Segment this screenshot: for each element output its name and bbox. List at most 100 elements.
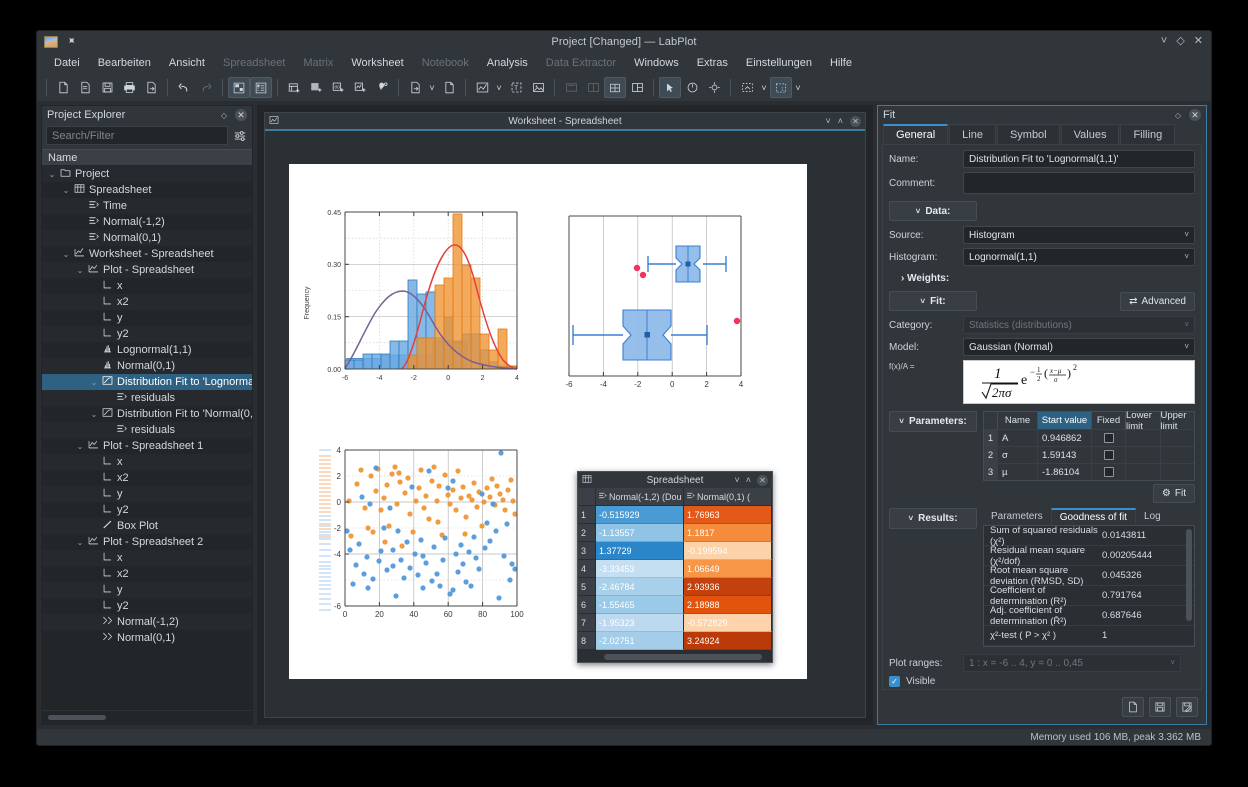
zoom-select-icon[interactable] [681, 77, 703, 98]
filter-options-icon[interactable] [232, 128, 248, 144]
visible-checkbox[interactable]: ✓ [889, 676, 900, 687]
spreadsheet-row[interactable]: 5 -2.46784 2.93936 [578, 578, 772, 596]
goodness-of-fit-table[interactable]: Sum of squared residuals (χ²) 0.0143811 Re… [983, 525, 1195, 647]
layout-two-icon[interactable] [626, 77, 648, 98]
parameters-table[interactable]: Name Start value Fixed Lower limit Upper… [983, 410, 1195, 481]
add-image-icon[interactable] [527, 77, 549, 98]
print-icon[interactable] [118, 77, 140, 98]
float-icon[interactable]: ◇ [220, 110, 227, 120]
parameter-start-value[interactable]: 1.59143 [1038, 447, 1092, 463]
plot-range-icon[interactable]: 1 [770, 77, 792, 98]
param-col-start-value[interactable]: Start value [1038, 412, 1092, 429]
float-icon[interactable]: ◇ [1174, 110, 1181, 120]
menu-analysis[interactable]: Analysis [486, 57, 528, 69]
close-icon[interactable]: ✕ [757, 474, 768, 486]
spreadsheet-cell[interactable]: -0.572829 [684, 614, 772, 632]
results-section-toggle[interactable]: ˅ Results: [889, 508, 977, 529]
chevron-down-icon[interactable]: ⌄ [76, 537, 84, 547]
parameter-upper-limit[interactable] [1161, 464, 1195, 480]
close-icon[interactable]: ✕ [235, 109, 247, 121]
model-select[interactable]: Gaussian (Normal) ˅ [963, 338, 1195, 356]
spreadsheet-row[interactable]: 6 -1.55465 2.18988 [578, 596, 772, 614]
row-header[interactable]: 6 [578, 596, 596, 614]
crosshair-icon[interactable] [703, 77, 725, 98]
layout-grid-icon[interactable] [604, 77, 626, 98]
tree-item-lognormal-1-1[interactable]: Lognormal(1,1) [42, 342, 252, 358]
spreadsheet-cell[interactable]: -3.33453 [596, 560, 684, 578]
parameter-lower-limit[interactable] [1126, 464, 1161, 480]
tree-item-worksheet-spreadsheet[interactable]: ⌄ Worksheet - Spreadsheet [42, 246, 252, 262]
spreadsheet-row[interactable]: 3 1.37729 -0.199594 [578, 542, 772, 560]
fit-section-toggle[interactable]: ˅ Fit: [889, 291, 977, 311]
export-icon[interactable] [140, 77, 162, 98]
tree-item-residuals[interactable]: residuals [42, 390, 252, 406]
tab-filling[interactable]: Filling [1120, 124, 1176, 144]
parameters-section-toggle[interactable]: ˅ Parameters: [889, 411, 977, 432]
spreadsheet-row[interactable]: 2 -1.13557 1.1817 [578, 524, 772, 542]
new-notebook-icon[interactable]: 00 [327, 77, 349, 98]
tree-item-normal-1-2[interactable]: Normal(-1,2) [42, 214, 252, 230]
save-edit-icon[interactable] [1176, 697, 1198, 717]
parameter-row[interactable]: 2 σ 1.59143 [984, 446, 1194, 463]
spreadsheet-cell[interactable]: -0.515929 [596, 506, 684, 524]
spreadsheet-horizontal-scrollbar[interactable] [578, 652, 772, 662]
spreadsheet-cell[interactable]: 3.24924 [684, 632, 772, 650]
maximize-icon[interactable]: ˄ [837, 116, 843, 126]
chevron-down-icon[interactable]: ⌄ [90, 409, 98, 419]
save-as-template-icon[interactable] [1122, 697, 1144, 717]
row-header[interactable]: 7 [578, 614, 596, 632]
menu-windows[interactable]: Windows [634, 57, 679, 69]
export-data-icon[interactable] [438, 77, 460, 98]
spreadsheet-cell[interactable]: -0.199594 [684, 542, 772, 560]
menu-einstellungen[interactable]: Einstellungen [745, 57, 812, 69]
weights-section-toggle[interactable]: › Weights: [901, 273, 949, 284]
tree-item-distribution-fit-to-lognormal-1-1[interactable]: ⌄ Distribution Fit to 'Lognormal(1,1)' [42, 374, 252, 390]
histogram-fit-plot[interactable]: Frequency [293, 198, 535, 408]
tree-item-x2[interactable]: x2 [42, 566, 252, 582]
project-explorer-icon[interactable] [228, 77, 250, 98]
plot-range-chevron-down-icon[interactable]: ˅ [795, 82, 801, 93]
maximize-icon[interactable]: ˄ [745, 475, 751, 485]
new-matrix-icon[interactable] [305, 77, 327, 98]
chevron-down-icon[interactable]: ⌄ [62, 249, 70, 259]
spreadsheet-cell[interactable]: 1.76963 [684, 506, 772, 524]
row-header[interactable]: 8 [578, 632, 596, 650]
tree-item-plot-spreadsheet-2[interactable]: ⌄ Plot - Spreadsheet 2 [42, 534, 252, 550]
spreadsheet-row[interactable]: 7 -1.95323 -0.572829 [578, 614, 772, 632]
project-explorer-scrollbar[interactable] [42, 710, 252, 724]
parameter-start-value[interactable]: 0.946862 [1038, 430, 1092, 446]
spreadsheet-cell[interactable]: -2.46784 [596, 578, 684, 596]
chevron-down-icon[interactable]: ⌄ [76, 265, 84, 275]
data-section-toggle[interactable]: ˅ Data: [889, 201, 977, 221]
tab-symbol[interactable]: Symbol [996, 124, 1060, 144]
parameter-fixed-checkbox[interactable] [1103, 467, 1114, 477]
chevron-down-icon[interactable]: ⌄ [90, 377, 98, 387]
new-worksheet-icon[interactable] [349, 77, 371, 98]
row-header[interactable]: 5 [578, 578, 596, 596]
parameter-upper-limit[interactable] [1161, 447, 1195, 463]
spreadsheet-cell[interactable]: -1.13557 [596, 524, 684, 542]
pin-icon[interactable]: ✦ [63, 33, 79, 49]
spreadsheet-row[interactable]: 8 -2.02751 3.24924 [578, 632, 772, 650]
spreadsheet-cell[interactable]: -1.95323 [596, 614, 684, 632]
parameter-lower-limit[interactable] [1126, 430, 1161, 446]
close-icon[interactable]: ✕ [850, 115, 861, 127]
new-spreadsheet-icon[interactable] [283, 77, 305, 98]
tree-item-normal-1-2[interactable]: Normal(-1,2) [42, 614, 252, 630]
save-icon[interactable] [1149, 697, 1171, 717]
menu-hilfe[interactable]: Hilfe [829, 57, 852, 69]
comment-input[interactable] [963, 172, 1195, 194]
spreadsheet-cell[interactable]: 1.1817 [684, 524, 772, 542]
search-input[interactable]: Search/Filter [46, 126, 228, 145]
row-header[interactable]: 2 [578, 524, 596, 542]
spreadsheet-cell[interactable]: -2.02751 [596, 632, 684, 650]
chevron-down-icon[interactable]: ⌄ [76, 441, 84, 451]
menu-worksheet[interactable]: Worksheet [351, 57, 404, 69]
spreadsheet-cell[interactable]: -1.55465 [596, 596, 684, 614]
tree-item-project[interactable]: ⌄ Project [42, 166, 252, 182]
new-datapicker-icon[interactable] [371, 77, 393, 98]
close-icon[interactable]: ✕ [1189, 109, 1201, 121]
project-explorer-tree[interactable]: ⌄ Project ⌄ Spreadsheet Time Normal(-1,2) Norm… [42, 166, 252, 710]
tree-item-x[interactable]: x [42, 278, 252, 294]
menu-ansicht[interactable]: Ansicht [168, 57, 205, 69]
